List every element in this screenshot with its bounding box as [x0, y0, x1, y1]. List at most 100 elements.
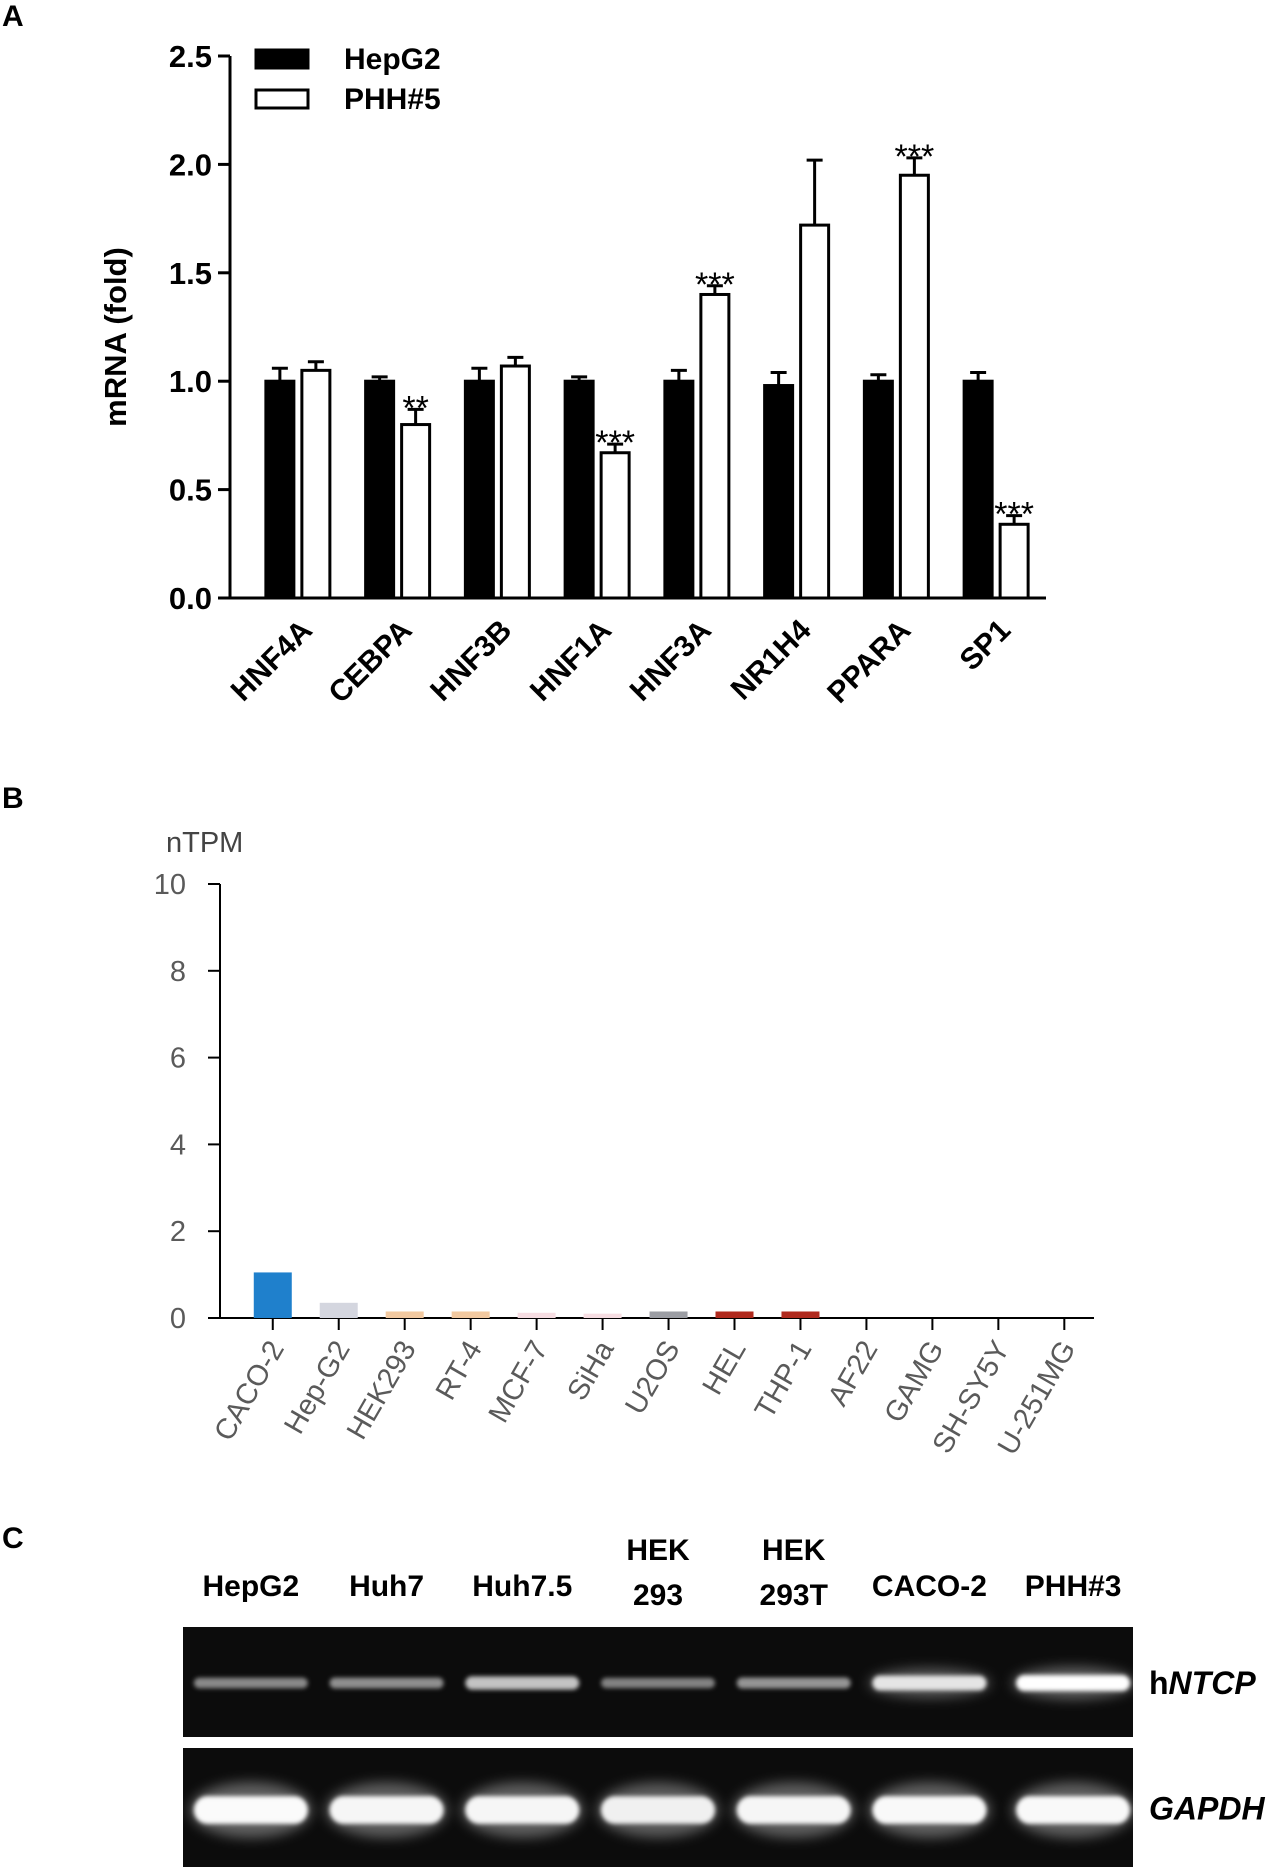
lane-label-line2: 293	[633, 1579, 683, 1612]
y-tick-label: 6	[170, 1043, 186, 1075]
band	[601, 1677, 715, 1689]
band	[465, 1676, 580, 1690]
y-tick-label: 0.0	[169, 581, 212, 616]
y-tick-label: 8	[170, 956, 186, 988]
bar-hep-g2	[319, 1302, 358, 1318]
band	[872, 1796, 987, 1824]
gel-row-label-gene: GAPDH	[1149, 1791, 1265, 1827]
bar-phh5-hnf4a	[300, 368, 332, 600]
band	[736, 1677, 851, 1689]
bar-hek293	[385, 1311, 424, 1318]
gel-row-label-prefix: h	[1149, 1665, 1169, 1701]
x-tick-label: AF22	[822, 1336, 884, 1412]
bar-siha	[583, 1313, 622, 1318]
band	[329, 1796, 444, 1824]
lane-label-line2: 293T	[760, 1579, 828, 1612]
x-tick-label: GAMG	[878, 1336, 950, 1429]
panel-letter-c: C	[2, 1522, 24, 1555]
x-tick-label: CACO-2	[208, 1336, 291, 1447]
lane-label: PHH#3	[1025, 1570, 1122, 1603]
y-tick-label: 2.0	[169, 147, 212, 182]
y-tick-label: 4	[170, 1129, 186, 1161]
chart-a-legend: HepG2 PHH#5	[254, 43, 441, 116]
bar-hepg2-hnf3a	[663, 379, 695, 600]
chart-a-bars: **************	[264, 138, 1034, 600]
band	[193, 1796, 308, 1824]
bar-phh5-nr1h4	[799, 223, 831, 600]
legend-label: HepG2	[344, 43, 441, 76]
band	[872, 1675, 987, 1691]
gel-bands: hNTCP GAPDH	[183, 1627, 1265, 1867]
bar-phh5-ppara	[898, 173, 930, 600]
band	[601, 1796, 715, 1824]
bar-hepg2-cebpa	[364, 379, 396, 600]
legend-swatch	[254, 48, 310, 70]
legend-swatch	[254, 88, 310, 110]
band	[1016, 1796, 1131, 1824]
gel-row-label: hNTCP	[1149, 1665, 1256, 1701]
x-tick-label: THP-1	[749, 1336, 819, 1425]
gel-row-label: GAPDH	[1149, 1791, 1265, 1827]
bar-phh5-hnf1a	[599, 451, 631, 600]
y-tick-label: 10	[154, 869, 186, 901]
x-tick-label: SiHa	[562, 1335, 622, 1406]
bar-hel	[715, 1311, 754, 1318]
x-tick-label: SP1	[954, 614, 1017, 677]
bar-phh5-cebpa	[400, 423, 432, 600]
bar-phh5-hnf3a	[699, 292, 731, 600]
x-tick-label: PPARA	[821, 614, 917, 710]
x-tick-label: CEBPA	[323, 614, 419, 710]
significance-marker: ***	[595, 424, 635, 462]
significance-marker: **	[402, 389, 428, 427]
bar-thp-1	[781, 1311, 820, 1318]
gel-row-label-gene: NTCP	[1169, 1665, 1257, 1701]
band	[329, 1677, 444, 1689]
chart-b-bars	[253, 1272, 820, 1318]
panel-letter-b: B	[2, 782, 24, 815]
y-tick-label: 0	[170, 1303, 186, 1335]
bar-caco-2	[253, 1272, 292, 1318]
bar-hepg2-sp1	[962, 379, 994, 600]
significance-marker: ***	[695, 266, 735, 304]
significance-marker: ***	[994, 496, 1034, 534]
y-tick-label: 2	[170, 1216, 186, 1248]
band	[465, 1796, 580, 1824]
x-tick-label: NR1H4	[725, 613, 818, 706]
y-tick-label: 2.5	[169, 39, 212, 74]
lane-label-line1: HEK	[626, 1534, 690, 1567]
bar-hepg2-nr1h4	[763, 384, 795, 600]
bar-hepg2-hnf3b	[463, 379, 495, 600]
panel-letter-a: A	[2, 0, 24, 33]
bar-phh5-hnf3b	[499, 364, 531, 600]
bar-u2os	[649, 1311, 688, 1318]
band	[1016, 1675, 1131, 1691]
bar-phh5-sp1	[998, 522, 1030, 600]
x-tick-label: MCF-7	[483, 1336, 555, 1429]
bar-rt-4	[451, 1311, 490, 1318]
y-tick-label: 1.0	[169, 364, 212, 399]
bar-hepg2-hnf1a	[563, 379, 595, 600]
bar-hepg2-hnf4a	[264, 379, 296, 600]
lane-label: Huh7	[349, 1570, 424, 1603]
bar-hepg2-ppara	[862, 379, 894, 600]
gel-lane-labels: HepG2 Huh7 Huh7.5 HEK 293 HEK 293T CACO-2 PHH#3	[203, 1534, 1122, 1612]
y-axis-label: nTPM	[166, 827, 243, 859]
lane-label-line1: HEK	[762, 1534, 826, 1567]
legend-label: PHH#5	[344, 83, 441, 116]
y-tick-label: 1.5	[169, 256, 212, 291]
x-tick-label: RT-4	[430, 1336, 489, 1406]
y-tick-label: 0.5	[169, 473, 212, 508]
x-tick-label: HNF3A	[624, 614, 718, 708]
lane-label: CACO-2	[872, 1570, 987, 1603]
band	[193, 1677, 308, 1689]
significance-marker: ***	[895, 138, 935, 176]
x-tick-label: HNF1A	[524, 614, 618, 708]
y-axis-label: mRNA (fold)	[98, 247, 133, 427]
x-tick-label: HNF3B	[424, 614, 518, 708]
x-tick-label: HEL	[697, 1336, 753, 1401]
lane-label: Huh7.5	[472, 1570, 572, 1603]
